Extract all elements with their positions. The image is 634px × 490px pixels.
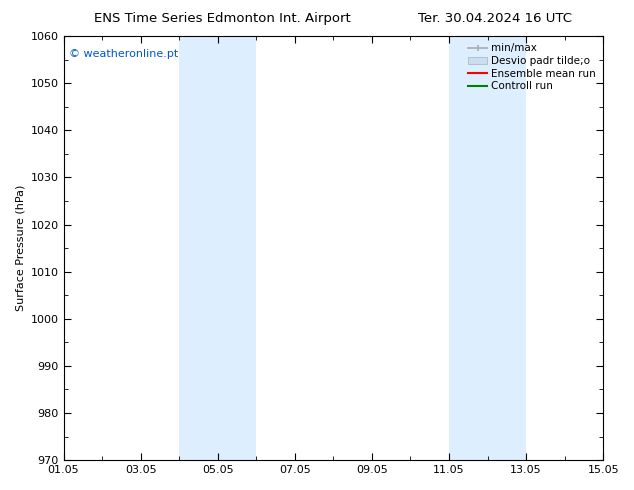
Bar <box>449 36 488 460</box>
Text: ENS Time Series Edmonton Int. Airport: ENS Time Series Edmonton Int. Airport <box>94 12 350 25</box>
Text: Ter. 30.04.2024 16 UTC: Ter. 30.04.2024 16 UTC <box>418 12 571 25</box>
Y-axis label: Surface Pressure (hPa): Surface Pressure (hPa) <box>15 185 25 311</box>
Bar <box>217 36 256 460</box>
Legend: min/max, Desvio padr tilde;o, Ensemble mean run, Controll run: min/max, Desvio padr tilde;o, Ensemble m… <box>466 41 598 93</box>
Bar <box>488 36 526 460</box>
Text: © weatheronline.pt: © weatheronline.pt <box>69 49 178 59</box>
Bar <box>179 36 217 460</box>
